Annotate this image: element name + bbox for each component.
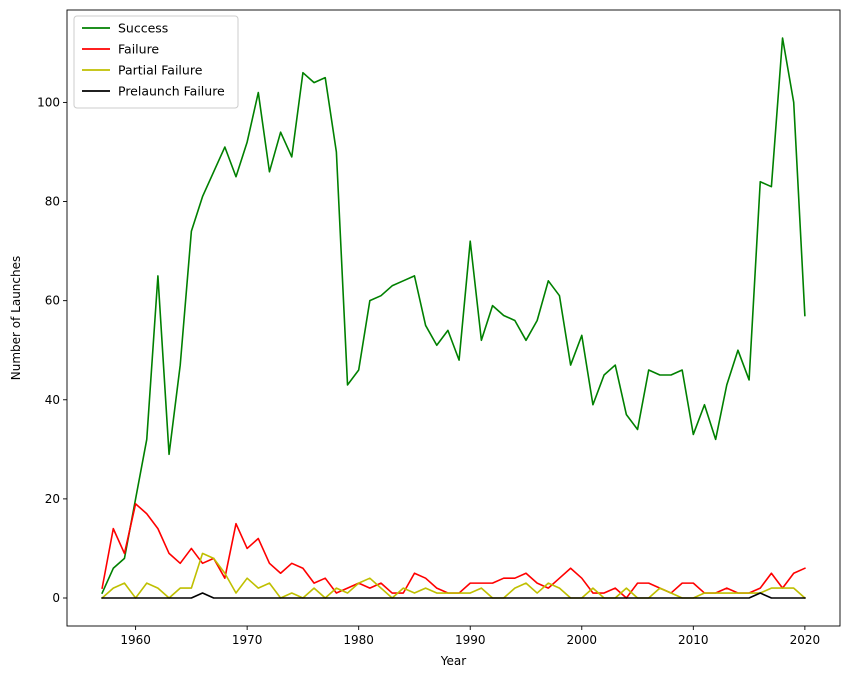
x-tick-label: 1990: [455, 633, 486, 647]
legend-label-prelaunch-failure: Prelaunch Failure: [118, 84, 225, 99]
x-axis: 1960 1970 1980 1990 2000 2010 2020: [120, 626, 820, 647]
legend: Success Failure Partial Failure Prelaunch F…: [73, 15, 239, 109]
y-tick-label: 0: [52, 591, 60, 605]
x-tick-label: 2010: [678, 633, 709, 647]
axes-frame: [66, 9, 841, 627]
x-tick-label: 2020: [790, 633, 821, 647]
y-axis-label: Number of Launches: [9, 256, 23, 381]
legend-box: [73, 15, 239, 109]
y-tick-label: 40: [45, 393, 60, 407]
y-axis: 0 20 40 60 80 100: [37, 95, 67, 605]
y-tick-label: 60: [45, 294, 60, 308]
y-tick-label: 20: [45, 492, 60, 506]
legend-label-success: Success: [118, 21, 168, 36]
x-tick-label: 1970: [232, 633, 263, 647]
legend-label-failure: Failure: [118, 42, 159, 57]
x-tick-label: 1980: [343, 633, 374, 647]
x-tick-label: 2000: [567, 633, 598, 647]
y-tick-label: 80: [45, 195, 60, 209]
series-line-success: [101, 37, 806, 595]
x-tick-label: 1960: [120, 633, 151, 647]
y-tick-label: 100: [37, 95, 60, 109]
x-axis-label: Year: [440, 654, 466, 668]
series-line-prelaunch-failure: [101, 592, 806, 599]
series-layer: [101, 37, 806, 600]
legend-label-partial-failure: Partial Failure: [118, 63, 203, 78]
